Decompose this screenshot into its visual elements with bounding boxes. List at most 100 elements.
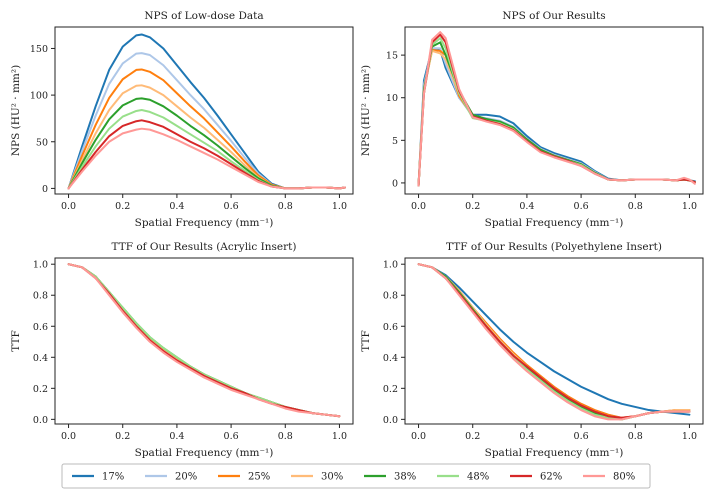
series-line-25pct	[67, 263, 341, 418]
x-tick-label: 0.8	[628, 201, 643, 212]
x-tick-label: 0.8	[278, 431, 293, 442]
legend: 17% 20% 25% 30% 38% 48% 62% 80%	[61, 463, 651, 489]
x-tick-label: 0.6	[574, 431, 589, 442]
series-line-48pct	[67, 263, 341, 418]
x-tick-label: 0.0	[61, 201, 76, 212]
y-tick-label: 1.0	[383, 260, 398, 271]
legend-label: 25%	[248, 472, 270, 483]
axes-frame	[54, 26, 354, 195]
x-tick-label: 0.2	[115, 201, 130, 212]
legend-label: 20%	[175, 472, 197, 483]
axes-frame	[404, 257, 704, 425]
legend-label: 80%	[613, 472, 635, 483]
x-tick-label: 0.4	[169, 431, 184, 442]
legend-item: 38%	[364, 472, 416, 483]
series-group	[67, 263, 341, 418]
series-line-48pct	[417, 37, 696, 187]
y-tick-label: 0.0	[33, 415, 48, 426]
legend-item: 20%	[145, 472, 197, 483]
series-group	[417, 263, 691, 421]
x-tick-label: 0.8	[628, 431, 643, 442]
y-tick-label: 15	[386, 51, 398, 62]
x-tick-label: 0.8	[278, 201, 293, 212]
y-axis-label: NPS (HU² · mm²)	[10, 65, 22, 156]
legend-item: 80%	[583, 472, 635, 483]
series-group	[67, 33, 346, 190]
x-tick-label: 0.4	[519, 431, 534, 442]
axes-frame	[404, 26, 704, 195]
series-line-62pct	[67, 263, 341, 418]
y-tick-label: 0.4	[383, 353, 398, 364]
y-tick-label: 0.8	[33, 291, 48, 302]
series-line-17pct	[417, 47, 696, 187]
x-tick-label: 0.2	[465, 431, 480, 442]
x-tick-label: 0.0	[411, 431, 426, 442]
chart-panel-2: NPS of Our Results 0.0 0.2 0.4 0.6 0.8 1.0 0 5 10…	[360, 10, 704, 229]
y-tick-label: 5	[392, 136, 398, 147]
legend-item: 17%	[72, 472, 124, 483]
series-line-17pct	[417, 263, 691, 416]
y-tick-label: 0.0	[383, 415, 398, 426]
x-tick-label: 1.0	[682, 431, 697, 442]
series-line-80pct	[67, 127, 346, 190]
x-tick-label: 0.0	[411, 201, 426, 212]
chart-title: TTF of Our Results (Acrylic Insert)	[112, 241, 297, 253]
x-tick-label: 0.4	[169, 201, 184, 212]
y-tick-label: 150	[30, 44, 48, 55]
y-axis-label: NPS (HU² · mm²)	[360, 65, 372, 156]
series-line-20pct	[417, 47, 696, 187]
x-tick-label: 1.0	[682, 201, 697, 212]
chart-panel-4: TTF of Our Results (Polyethylene Insert)…	[360, 241, 704, 459]
legend-item: 62%	[510, 472, 562, 483]
x-tick-label: 0.2	[115, 431, 130, 442]
series-group	[417, 31, 696, 187]
series-line-38pct	[67, 263, 341, 418]
series-line-25pct	[417, 49, 696, 187]
x-tick-label: 1.0	[332, 431, 347, 442]
chart-title: TTF of Our Results (Polyethylene Insert)	[446, 241, 662, 253]
x-axis-label: Spatial Frequency (mm⁻¹)	[135, 217, 274, 229]
y-tick-label: 100	[30, 91, 48, 102]
y-tick-label: 0.4	[33, 353, 48, 364]
y-axis-label: TTF	[360, 330, 372, 352]
chart-panel-3: TTF of Our Results (Acrylic Insert) 0.0 0.…	[10, 241, 354, 459]
x-tick-label: 0.6	[574, 201, 589, 212]
x-axis-label: Spatial Frequency (mm⁻¹)	[135, 447, 274, 459]
legend-label: 30%	[321, 472, 343, 483]
x-axis-label: Spatial Frequency (mm⁻¹)	[485, 217, 624, 229]
y-tick-label: 0.2	[383, 384, 398, 395]
y-tick-label: 0.6	[33, 322, 48, 333]
x-tick-label: 0.2	[465, 201, 480, 212]
y-axis-label: TTF	[10, 330, 22, 352]
series-line-17pct	[67, 263, 341, 418]
legend-label: 62%	[540, 472, 562, 483]
legend-label: 48%	[467, 472, 489, 483]
legend-item: 30%	[291, 472, 343, 483]
y-tick-label: 0.2	[33, 384, 48, 395]
series-line-80pct	[417, 263, 691, 421]
y-tick-label: 0.8	[383, 291, 398, 302]
legend-item: 48%	[437, 472, 489, 483]
y-tick-label: 0	[392, 178, 398, 189]
x-tick-label: 0.4	[519, 201, 534, 212]
y-tick-label: 50	[36, 137, 48, 148]
series-line-62pct	[417, 33, 696, 187]
y-tick-label: 0	[42, 184, 48, 195]
x-tick-label: 0.0	[61, 431, 76, 442]
x-tick-label: 0.6	[224, 201, 239, 212]
series-line-38pct	[417, 41, 696, 187]
series-line-80pct	[417, 31, 696, 187]
legend-item: 25%	[218, 472, 270, 483]
legend-label: 38%	[394, 472, 416, 483]
chart-title: NPS of Low-dose Data	[144, 10, 263, 22]
y-tick-label: 1.0	[33, 260, 48, 271]
series-line-20pct	[67, 263, 341, 418]
series-line-30pct	[417, 49, 696, 187]
legend-frame	[61, 463, 651, 489]
axes-frame	[54, 257, 354, 425]
y-tick-label: 10	[386, 93, 398, 104]
chart-panel-1: NPS of Low-dose Data 0.0 0.2 0.4 0.6 0.8 1.0 0 5…	[10, 10, 354, 229]
y-tick-label: 0.6	[383, 322, 398, 333]
legend-label: 17%	[102, 472, 124, 483]
